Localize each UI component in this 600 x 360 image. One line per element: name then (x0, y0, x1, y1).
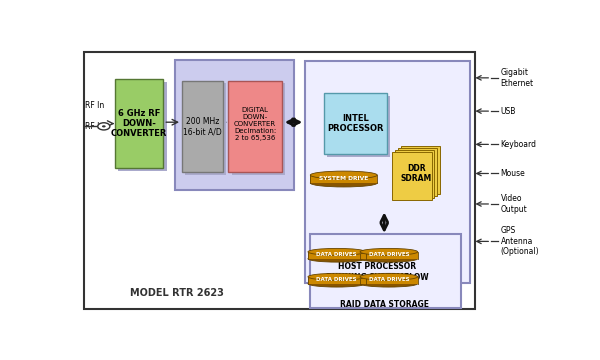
FancyBboxPatch shape (182, 81, 223, 172)
Text: INTEL
PROCESSOR: INTEL PROCESSOR (327, 114, 383, 133)
Text: DATA DRIVES: DATA DRIVES (368, 252, 409, 257)
Circle shape (102, 125, 106, 127)
Text: RAID DATA STORAGE: RAID DATA STORAGE (340, 300, 429, 309)
FancyBboxPatch shape (118, 82, 167, 171)
FancyBboxPatch shape (308, 252, 365, 259)
Text: Video
Output: Video Output (500, 194, 527, 214)
Ellipse shape (310, 179, 377, 187)
FancyBboxPatch shape (115, 79, 163, 168)
Text: DDR
SDRAM: DDR SDRAM (400, 164, 432, 183)
Ellipse shape (360, 280, 418, 287)
FancyBboxPatch shape (401, 146, 440, 194)
FancyBboxPatch shape (324, 93, 386, 154)
FancyBboxPatch shape (392, 152, 431, 200)
FancyBboxPatch shape (327, 96, 390, 157)
Text: GPS
Antenna
(Optional): GPS Antenna (Optional) (500, 226, 539, 256)
Ellipse shape (360, 255, 418, 262)
Text: HOST PROCESSOR
RUNNING SYSTEMFLOW: HOST PROCESSOR RUNNING SYSTEMFLOW (326, 262, 428, 282)
FancyBboxPatch shape (360, 252, 418, 259)
Text: SYSTEM DRIVE: SYSTEM DRIVE (319, 176, 368, 181)
Circle shape (98, 123, 110, 130)
Text: USB: USB (500, 107, 516, 116)
Text: DATA DRIVES: DATA DRIVES (316, 277, 357, 282)
FancyBboxPatch shape (305, 61, 470, 283)
Text: Keyboard: Keyboard (500, 140, 536, 149)
FancyBboxPatch shape (308, 277, 365, 284)
Ellipse shape (310, 171, 377, 179)
Text: 6 GHz RF
DOWN-
CONVERTER: 6 GHz RF DOWN- CONVERTER (111, 109, 167, 139)
Ellipse shape (360, 273, 418, 280)
FancyBboxPatch shape (185, 84, 226, 175)
Text: DIGITAL
DOWN-
CONVERTER
Decimation:
2 to 65,536: DIGITAL DOWN- CONVERTER Decimation: 2 to… (234, 107, 277, 141)
Text: DATA DRIVES: DATA DRIVES (316, 252, 357, 257)
FancyBboxPatch shape (229, 81, 282, 172)
Ellipse shape (308, 255, 365, 262)
Text: Mouse: Mouse (500, 169, 525, 178)
Text: 200 MHz
16-bit A/D: 200 MHz 16-bit A/D (183, 117, 222, 136)
Text: RF In: RF In (85, 122, 104, 131)
FancyBboxPatch shape (398, 148, 437, 196)
Text: RF In: RF In (85, 101, 104, 110)
FancyBboxPatch shape (310, 175, 377, 183)
FancyBboxPatch shape (360, 277, 418, 284)
Text: Gigabit
Ethernet: Gigabit Ethernet (500, 68, 533, 87)
FancyBboxPatch shape (310, 234, 461, 308)
Ellipse shape (308, 280, 365, 287)
FancyBboxPatch shape (232, 84, 285, 175)
FancyBboxPatch shape (175, 60, 293, 190)
Ellipse shape (360, 248, 418, 255)
FancyBboxPatch shape (84, 51, 475, 309)
Text: MODEL RTR 2623: MODEL RTR 2623 (130, 288, 224, 298)
Text: DATA DRIVES: DATA DRIVES (368, 277, 409, 282)
Ellipse shape (308, 273, 365, 280)
Ellipse shape (308, 248, 365, 255)
FancyBboxPatch shape (395, 150, 434, 198)
